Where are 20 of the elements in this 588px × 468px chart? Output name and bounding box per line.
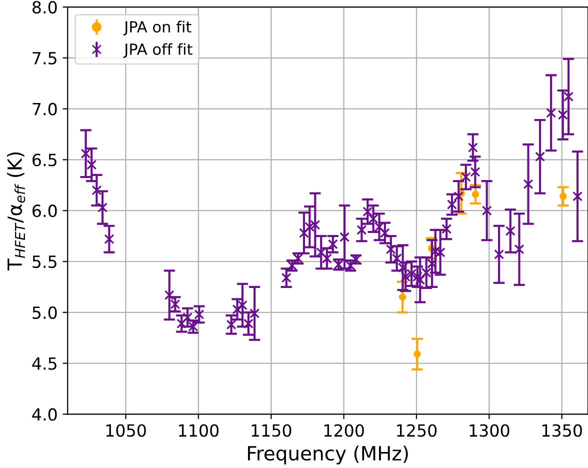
y-tick-label: 7.5 bbox=[32, 52, 56, 64]
legend-label: JPA off fit bbox=[123, 43, 192, 58]
x-tick-label: 1100 bbox=[179, 424, 219, 437]
x-tick-label: 1350 bbox=[542, 424, 582, 437]
y-tick-label: 5.0 bbox=[32, 306, 57, 319]
legend-label: JPA on fit bbox=[123, 20, 192, 36]
y-tick-label: 5.5 bbox=[32, 256, 56, 268]
y-axis-title: T$_{HFET}$/α$_{eff}$ (K) bbox=[7, 152, 26, 271]
x-tick-label: 1250 bbox=[397, 424, 437, 437]
y-tick-label: 4.0 bbox=[32, 408, 57, 421]
x-tick-label: 1200 bbox=[324, 424, 364, 437]
y-tick-label: 8.0 bbox=[32, 0, 57, 14]
y-tick-label: 6.5 bbox=[32, 154, 56, 166]
y-tick-label: 7.0 bbox=[32, 102, 57, 116]
x-tick-label: 1150 bbox=[252, 424, 292, 437]
y-tick-label: 4.5 bbox=[32, 357, 56, 370]
x-tick-label: 1300 bbox=[470, 424, 510, 437]
y-tick-label: 6.0 bbox=[32, 204, 57, 218]
x-tick-label: 1050 bbox=[106, 424, 146, 437]
x-axis-title: Frequency (MHz) bbox=[248, 446, 408, 464]
